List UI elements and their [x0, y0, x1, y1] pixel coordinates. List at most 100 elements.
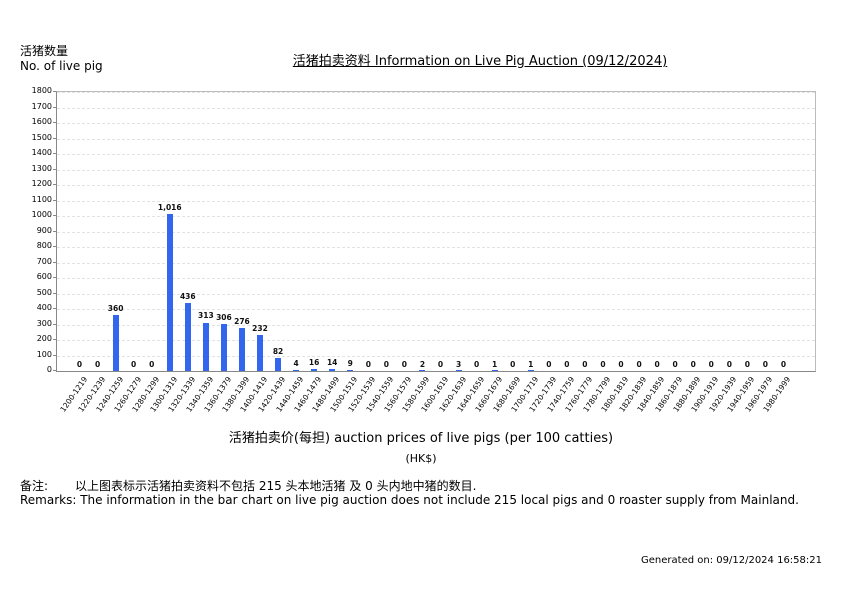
- bar-value-label: 1: [528, 359, 534, 369]
- y-tick-label: 600: [36, 272, 52, 281]
- y-tick-label: 1100: [31, 194, 52, 204]
- y-tick-mark: [53, 137, 56, 139]
- bar-value-label: 0: [149, 360, 155, 369]
- bar-value-label: 16: [308, 357, 320, 367]
- bar: [275, 358, 282, 371]
- y-tick-label: 200: [36, 334, 52, 343]
- bar-value-label: 0: [510, 360, 516, 369]
- bar-value-label: 3: [455, 359, 462, 369]
- y-tick-label: 100: [36, 349, 52, 359]
- y-tick-mark: [53, 277, 56, 278]
- bar-value-label: 2: [419, 359, 426, 369]
- gridline: [57, 231, 815, 233]
- gridline: [57, 216, 815, 217]
- y-axis-label-cn: 活猪数量: [20, 44, 69, 58]
- y-tick-label: 300: [36, 318, 52, 328]
- gridline: [57, 138, 815, 140]
- y-tick-mark: [53, 153, 56, 154]
- y-tick-mark: [53, 230, 56, 232]
- remark-cn-text: 以上图表标示活猪拍卖资料不包括 215 头本地活猪 及 0 头内地中猪的数目.: [75, 479, 477, 493]
- gridline: [57, 262, 815, 264]
- y-tick-mark: [53, 184, 56, 185]
- bar-value-label: 0: [365, 360, 371, 369]
- gridline: [57, 123, 815, 124]
- y-tick-label: 0: [46, 365, 52, 374]
- bar: [347, 369, 354, 371]
- gridline: [57, 247, 815, 248]
- y-tick-mark: [53, 370, 56, 371]
- bar-value-label: 0: [762, 360, 768, 369]
- gridline: [57, 169, 815, 171]
- y-tick-label: 1500: [31, 132, 52, 142]
- remark-cn-tag: 备注:: [20, 479, 49, 493]
- gridline: [57, 92, 815, 93]
- bar-value-label: 9: [347, 358, 353, 368]
- gridline: [57, 278, 815, 279]
- y-tick-mark: [53, 323, 56, 325]
- bar-value-label: 0: [600, 360, 606, 369]
- bar-value-label: 0: [383, 360, 389, 369]
- y-tick-mark: [53, 246, 56, 247]
- remark-en: Remarks: The information in the bar char…: [20, 493, 799, 507]
- bar-value-label: 4: [293, 359, 299, 369]
- y-tick-label: 1200: [31, 179, 52, 188]
- y-tick-mark: [53, 292, 56, 294]
- y-tick-mark: [53, 91, 56, 92]
- bar-value-label: 0: [618, 360, 624, 369]
- bar-value-label: 1: [492, 359, 498, 369]
- y-axis-label-en: No. of live pig: [20, 59, 103, 73]
- gridline: [57, 154, 815, 155]
- plot-area: 0 0 360 0 0 1,016 436 313 306 276 232 82 4 16 14 9 0 0 0 2 0…: [56, 91, 816, 372]
- y-tick-mark: [53, 261, 56, 263]
- bar: [527, 369, 534, 371]
- bar-value-label: 436: [179, 292, 196, 302]
- y-tick-mark: [53, 354, 56, 356]
- chart-title: 活猪拍卖资料 Information on Live Pig Auction (…: [292, 54, 668, 69]
- y-tick-label: 700: [36, 256, 52, 266]
- bar: [293, 369, 300, 371]
- gridline: [57, 107, 815, 109]
- y-tick-mark: [53, 339, 56, 340]
- bar-value-label: 0: [636, 360, 642, 369]
- y-tick-label: 1000: [31, 210, 52, 219]
- bar-value-label: 0: [780, 360, 787, 369]
- bar-value-label: 14: [326, 357, 338, 367]
- y-tick-mark: [53, 308, 56, 309]
- gridline: [57, 309, 815, 310]
- bar-value-label: 0: [546, 360, 552, 369]
- bar-value-label: 276: [234, 317, 250, 327]
- remark-cn: 备注: 以上图表标示活猪拍卖资料不包括 215 头本地活猪 及 0 头内地中猪的数…: [20, 477, 476, 494]
- y-tick-label: 1400: [31, 148, 52, 157]
- bar-value-label: 1,016: [157, 202, 182, 212]
- bar: [112, 315, 119, 371]
- y-tick-mark: [53, 122, 56, 123]
- gridline: [57, 200, 815, 202]
- bar-value-label: 0: [708, 360, 714, 369]
- bar-value-label: 306: [216, 312, 232, 322]
- bar-value-label: 360: [107, 304, 124, 314]
- y-tick-label: 1700: [31, 101, 52, 111]
- generated-timestamp: Generated on: 09/12/2024 16:58:21: [641, 555, 822, 566]
- bar: [184, 303, 191, 371]
- y-tick-mark: [53, 199, 56, 201]
- bar-value-label: 0: [582, 360, 588, 369]
- bar-value-label: 0: [76, 360, 83, 369]
- bar-value-label: 0: [473, 360, 480, 369]
- gridline: [57, 293, 815, 295]
- bar-value-label: 0: [744, 360, 750, 369]
- y-tick-label: 900: [36, 225, 52, 235]
- y-tick-label: 1800: [31, 86, 52, 95]
- y-tick-mark: [53, 168, 56, 170]
- y-tick-mark: [53, 106, 56, 108]
- bar: [419, 369, 426, 371]
- y-tick-label: 1300: [31, 163, 52, 173]
- bar: [220, 323, 227, 371]
- bar-value-label: 0: [690, 360, 696, 369]
- x-axis-unit: (HK$): [405, 452, 437, 465]
- bar-value-label: 313: [198, 311, 214, 321]
- bar-value-label: 0: [131, 360, 137, 369]
- y-tick-label: 1600: [31, 117, 52, 126]
- bar: [455, 369, 462, 371]
- bar-value-label: 0: [654, 360, 660, 369]
- gridline: [57, 324, 815, 326]
